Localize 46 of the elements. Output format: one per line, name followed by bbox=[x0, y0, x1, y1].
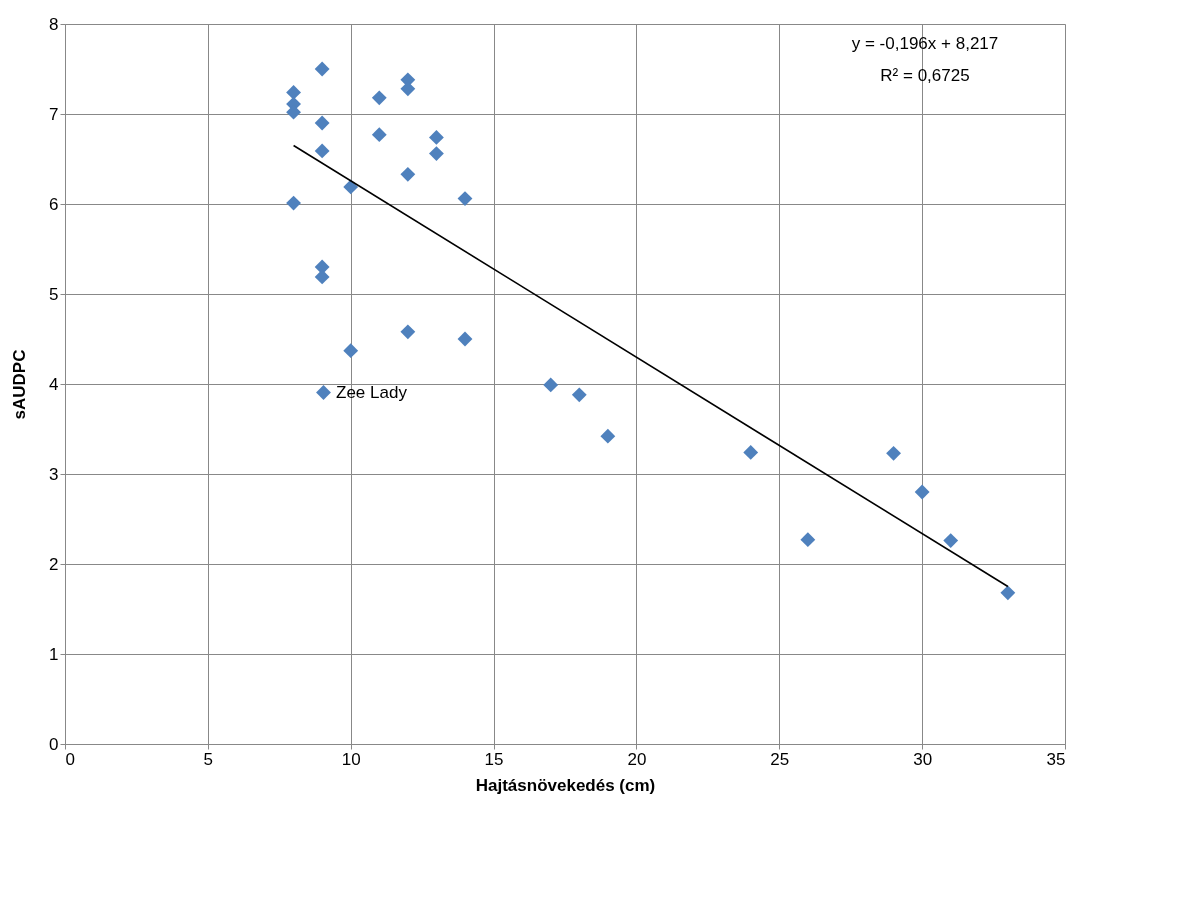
point bbox=[343, 179, 359, 195]
point bbox=[914, 484, 930, 500]
y-tick-label: 7 bbox=[49, 104, 59, 124]
y-tick-label: 4 bbox=[49, 374, 59, 394]
point bbox=[800, 532, 816, 548]
point bbox=[400, 166, 416, 182]
point bbox=[286, 84, 301, 100]
y-tick-label: 1 bbox=[49, 644, 59, 664]
x-tick-label: 5 bbox=[203, 749, 214, 769]
y-tick-label: 3 bbox=[49, 464, 59, 484]
y-tick-label: 8 bbox=[49, 14, 59, 34]
annotation: y = -0,196x + 8,217 bbox=[851, 34, 999, 53]
point bbox=[543, 377, 559, 393]
x-tick-label: 20 bbox=[627, 749, 647, 769]
point bbox=[743, 444, 759, 460]
y-tick-label: 2 bbox=[49, 554, 59, 574]
x-tick-label: 35 bbox=[1046, 749, 1066, 769]
point bbox=[371, 127, 387, 143]
point bbox=[457, 191, 473, 207]
x-tick-label: 0 bbox=[65, 749, 75, 769]
y-tick-label: 5 bbox=[49, 284, 59, 304]
x-tick-label: 15 bbox=[484, 749, 504, 769]
point bbox=[600, 428, 616, 444]
y-tick-label: 0 bbox=[49, 734, 59, 754]
y-tick-label: 6 bbox=[49, 194, 59, 214]
y-axis-title: sAUDPC bbox=[10, 349, 30, 420]
x-axis-title: Hajtásnövekedés (cm) bbox=[475, 775, 656, 795]
point bbox=[943, 533, 959, 549]
point bbox=[571, 387, 587, 403]
point bbox=[314, 143, 330, 159]
point bbox=[429, 146, 444, 162]
point bbox=[314, 61, 330, 77]
point bbox=[457, 331, 473, 347]
x-tick-label: 30 bbox=[913, 749, 933, 769]
point bbox=[343, 343, 359, 359]
point bbox=[886, 445, 901, 461]
x-tick-label: 10 bbox=[341, 749, 361, 769]
point bbox=[314, 115, 330, 131]
point bbox=[1000, 585, 1016, 601]
point bbox=[429, 129, 444, 145]
legend-label: Zee Lady bbox=[336, 382, 408, 402]
x-tick-label: 25 bbox=[770, 749, 790, 769]
annotation: R² = 0,6725 bbox=[880, 66, 970, 85]
point bbox=[286, 195, 301, 211]
point bbox=[371, 90, 387, 106]
point bbox=[400, 324, 416, 340]
